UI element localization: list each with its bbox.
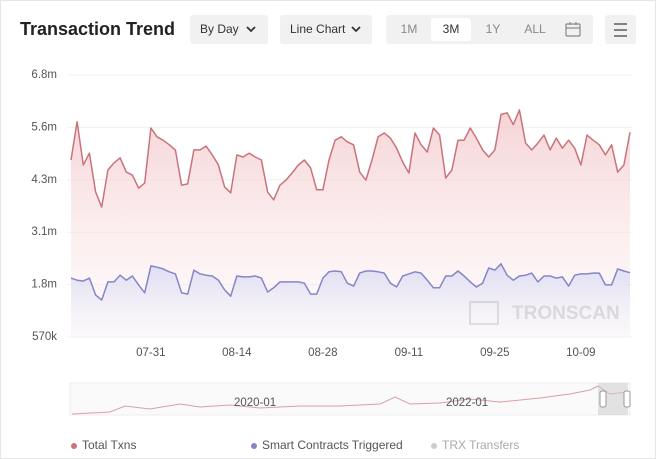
navigator[interactable] [69, 382, 631, 416]
y-tick-label: 5.6m [31, 121, 57, 133]
interval-dropdown[interactable] [190, 15, 268, 44]
area-fill [71, 263, 630, 337]
navigator-handle[interactable] [599, 390, 607, 408]
range-button[interactable]: 3M [443, 22, 460, 36]
legend-label[interactable]: Smart Contracts Triggered [262, 438, 403, 452]
x-tick-label: 08-28 [308, 347, 337, 359]
range-button[interactable]: ALL [524, 22, 546, 36]
series-line [70, 263, 631, 301]
navigator-label: 2020-01 [234, 397, 276, 409]
legend-marker[interactable] [251, 443, 257, 449]
navigator-handle[interactable] [623, 390, 631, 408]
x-tick-label: 10-09 [566, 347, 595, 359]
legend-marker[interactable] [71, 443, 77, 449]
range-buttons: 1M 3M 1Y ALL [401, 18, 546, 41]
navigator-line [71, 385, 629, 415]
calendar-icon[interactable] [565, 22, 581, 37]
x-tick-label: 07-31 [136, 347, 165, 359]
x-tick-label: 09-25 [480, 347, 509, 359]
x-axis: 07-31 08-14 08-28 09-11 09-25 10-09 [136, 347, 595, 359]
menu-icon [614, 23, 627, 37]
navigator-label: 2022-01 [446, 397, 488, 409]
series-line [70, 109, 631, 208]
plot [70, 109, 631, 338]
interval-label: By Day [200, 22, 239, 36]
y-tick-label: 4.3m [31, 174, 57, 186]
watermark: TRONSCAN [469, 301, 620, 325]
x-tick-label: 08-14 [222, 347, 252, 359]
chart-title: Transaction Trend [20, 19, 175, 39]
legend-label[interactable]: TRX Transfers [442, 438, 519, 452]
y-tick-label: 1.8m [31, 279, 57, 291]
chart-kind-dropdown[interactable] [280, 15, 372, 44]
y-tick-label: 3.1m [31, 226, 57, 238]
legend-marker[interactable] [431, 443, 437, 449]
y-tick-label: 6.8m [31, 69, 57, 81]
range-button[interactable]: 1M [401, 22, 418, 36]
legend-label[interactable]: Total Txns [82, 438, 136, 452]
y-tick-label: 570k [32, 331, 57, 343]
chart-kind-label: Line Chart [290, 22, 346, 36]
range-selected[interactable] [431, 18, 471, 41]
range-button[interactable]: 1Y [486, 22, 501, 36]
legend: Total Txns Smart Contracts Triggered TRX T… [71, 438, 519, 452]
watermark-text: TRONSCAN [512, 303, 620, 324]
chevron [246, 26, 256, 33]
x-tick-label: 09-11 [395, 347, 424, 359]
chevron [351, 26, 361, 33]
